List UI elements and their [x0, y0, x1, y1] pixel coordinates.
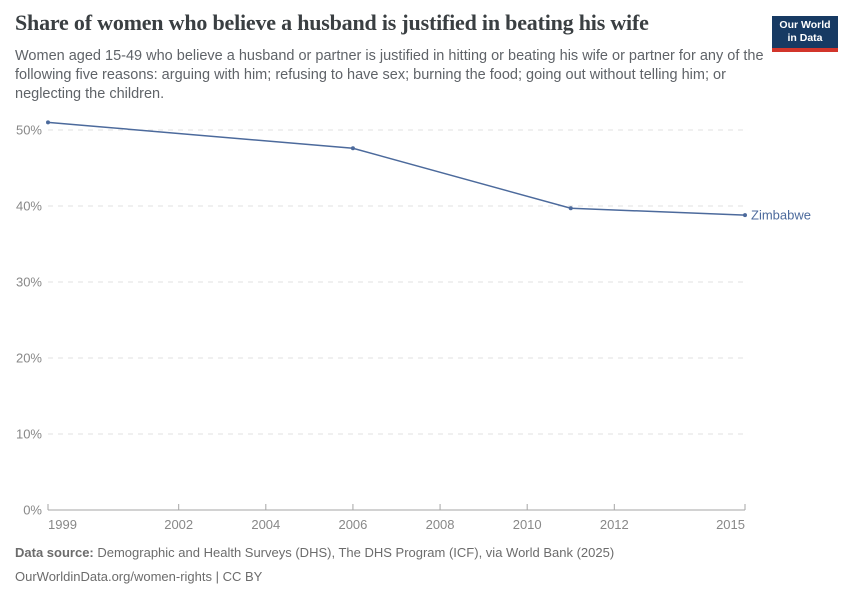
owid-url-link[interactable]: OurWorldinData.org/women-rights — [15, 569, 212, 584]
license-suffix: | CC BY — [212, 569, 263, 584]
owid-logo-line1: Our World — [779, 19, 831, 31]
chart-subtitle: Women aged 15-49 who believe a husband o… — [15, 48, 764, 102]
x-tick-label-2010: 2010 — [513, 517, 542, 532]
license-line: OurWorldinData.org/women-rights | CC BY — [15, 568, 835, 585]
owid-logo[interactable]: Our World in Data — [772, 16, 838, 52]
page-title: Share of women who believe a husband is … — [15, 10, 649, 35]
y-tick-label-0: 0% — [23, 503, 42, 518]
data-point-zimbabwe-2011[interactable] — [568, 206, 573, 211]
x-tick-label-2015: 2015 — [716, 517, 745, 532]
x-tick-label-2002: 2002 — [164, 517, 193, 532]
y-tick-label-50: 50% — [16, 123, 42, 138]
data-source-text: Demographic and Health Surveys (DHS), Th… — [93, 545, 615, 560]
data-source-label: Data source: — [15, 545, 94, 560]
series-end-label-zimbabwe[interactable]: Zimbabwe — [751, 208, 811, 223]
y-tick-label-30: 30% — [16, 275, 42, 290]
data-source-line: Data source: Demographic and Health Surv… — [15, 544, 835, 561]
x-tick-label-2006: 2006 — [338, 517, 367, 532]
data-point-zimbabwe-2006[interactable] — [350, 146, 355, 151]
x-tick-label-2004: 2004 — [251, 517, 280, 532]
x-tick-label-1999: 1999 — [48, 517, 77, 532]
chart-footer: Data source: Demographic and Health Surv… — [15, 544, 835, 585]
data-point-zimbabwe-1999[interactable] — [46, 120, 50, 125]
y-tick-label-20: 20% — [16, 351, 42, 366]
owid-logo-line2: in Data — [787, 32, 823, 44]
y-tick-label-10: 10% — [16, 427, 42, 442]
x-tick-label-2008: 2008 — [426, 517, 455, 532]
x-tick-label-2012: 2012 — [600, 517, 629, 532]
y-tick-label-40: 40% — [16, 199, 42, 214]
data-point-zimbabwe-2015[interactable] — [743, 213, 747, 218]
series-line-zimbabwe[interactable] — [47, 121, 746, 216]
